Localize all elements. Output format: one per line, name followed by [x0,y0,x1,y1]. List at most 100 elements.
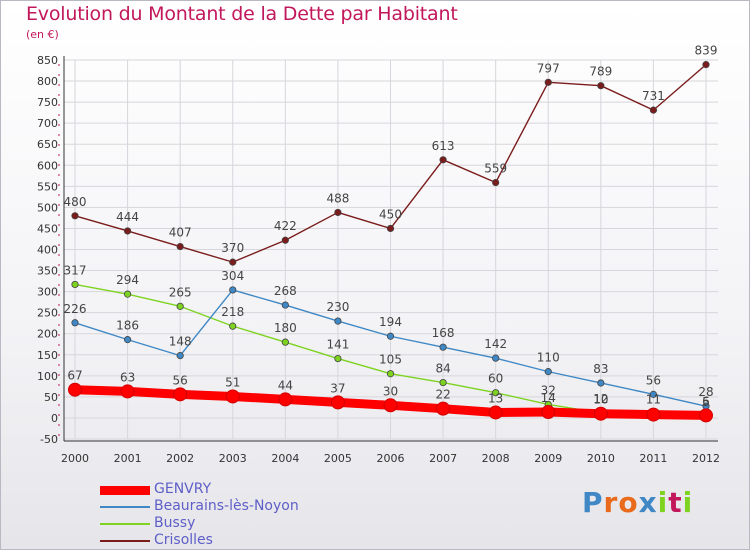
data-point [699,408,713,423]
x-tick-label: 2006 [377,452,405,465]
series-crisolles [71,61,710,266]
data-point [330,395,345,410]
logo-letter: x [638,486,658,519]
data-label: 422 [274,219,297,233]
legend-swatch [100,540,150,542]
chart-title: Evolution du Montant de la Dette par Hab… [26,3,458,25]
data-label: 613 [432,139,455,153]
y-tick-label: 50 [44,391,58,404]
x-tick-label: 2008 [482,452,510,465]
data-point [492,178,500,187]
data-label: 839 [695,44,718,58]
y-tick-label: 200 [37,328,58,341]
data-point [176,352,184,360]
x-tick-label: 2012 [692,452,720,465]
data-label: 105 [379,353,402,367]
data-label: 141 [326,338,349,352]
y-tick-label: 500 [37,201,58,214]
data-point [123,227,132,235]
data-point [544,368,552,376]
data-label: 480 [64,195,87,209]
logo-letter: t [668,486,683,519]
y-tick-label: 450 [37,222,58,235]
data-point [225,389,240,404]
data-label: 230 [326,300,349,314]
data-point [281,338,289,346]
x-tick-label: 2002 [166,452,194,465]
proxiti-logo: Proxiti [582,486,693,519]
data-label: 265 [169,285,192,299]
data-point [71,280,79,289]
data-label: 180 [274,321,297,335]
y-tick-label: 250 [37,307,58,320]
x-tick-label: 2003 [219,452,247,465]
logo-letter: P [582,486,604,519]
data-label: 30 [383,384,398,398]
data-label: 22 [435,388,450,402]
x-tick-label: 2009 [534,452,562,465]
data-point [488,405,503,420]
x-tick-label: 2001 [114,452,142,465]
data-point [649,390,658,398]
data-point [386,224,395,233]
data-point [386,332,395,340]
y-tick-label: 800 [37,75,58,88]
data-label: 226 [64,302,87,316]
series-beaurains-l-s-noyon [71,286,710,410]
chart-subtitle: (en €) [26,28,59,41]
data-label: 797 [537,61,560,75]
data-point [334,208,342,217]
data-label: 407 [169,226,192,240]
y-tick-label: 350 [37,265,58,278]
data-point [383,398,398,413]
legend-swatch [100,485,150,495]
data-point [541,405,556,420]
data-label: 488 [326,191,349,205]
data-point [71,319,79,327]
data-label: 14 [541,391,556,405]
data-point [492,389,500,397]
data-point [68,382,82,397]
data-point [71,212,79,220]
y-tick-label: 650 [37,138,58,151]
data-label: 51 [225,375,240,389]
legend-item: Crisolles [100,532,360,549]
data-point [597,82,605,90]
line-chart: -50 0 50 100 150 200 250 300 350 400 450 500 550 600 6… [37,44,720,465]
data-point [229,258,237,266]
data-point [334,317,342,325]
data-point [492,354,500,362]
data-label: 37 [330,381,345,395]
data-label: 83 [593,362,608,376]
data-label: 60 [488,372,503,386]
data-label: 11 [646,392,661,406]
data-label: 444 [116,210,139,224]
data-point [593,406,608,421]
data-point [334,354,342,363]
y-tick-label: 750 [37,96,58,109]
series-genvry [68,382,713,423]
data-point [597,379,605,387]
data-label: 28 [698,385,713,399]
y-tick-label: 400 [37,244,58,257]
y-tick-label: 600 [37,159,58,172]
y-tick-label: 150 [37,349,58,362]
data-point [229,286,237,294]
data-label: 148 [169,335,192,349]
x-tick-label: 2011 [639,452,667,465]
data-label: 12 [593,392,608,406]
data-point [646,407,661,422]
data-label: 10 [593,393,608,407]
data-point [176,302,184,310]
x-tick-label: 2004 [271,452,299,465]
y-tick-label: 100 [37,370,58,383]
data-point [436,401,451,416]
data-label: 6 [702,394,710,408]
data-label: 294 [116,273,139,287]
data-label: 370 [221,241,244,255]
legend-swatch [100,506,150,508]
data-point [439,343,447,351]
data-label: 317 [64,263,87,277]
data-label: 450 [379,207,402,221]
